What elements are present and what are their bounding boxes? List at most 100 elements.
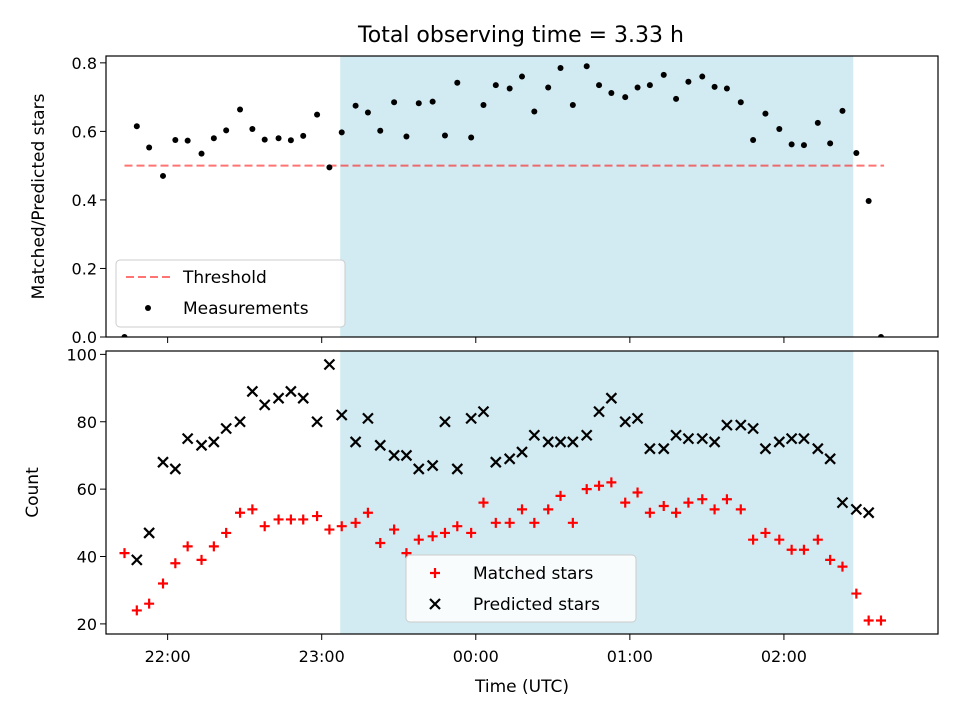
data-point — [121, 334, 128, 337]
series-matched-stars — [119, 477, 886, 626]
data-point — [452, 521, 463, 532]
legend-box — [115, 259, 346, 328]
data-point — [735, 419, 747, 431]
data-point — [606, 477, 617, 488]
data-point — [323, 358, 336, 371]
data-point — [812, 534, 823, 545]
data-point — [644, 442, 656, 455]
data-point — [567, 436, 579, 448]
data-point — [682, 432, 695, 445]
y-axis-label: Count — [23, 467, 43, 518]
data-point — [223, 127, 230, 134]
data-point — [543, 504, 554, 515]
data-point — [748, 534, 759, 545]
data-point — [400, 449, 413, 462]
data-point — [182, 541, 193, 552]
data-point — [338, 129, 345, 136]
data-point — [158, 578, 169, 589]
data-point — [711, 83, 718, 90]
legend-box — [405, 554, 637, 623]
data-point — [146, 144, 153, 151]
data-point — [785, 432, 798, 445]
data-point — [723, 85, 730, 92]
data-point — [234, 415, 246, 428]
data-point — [198, 150, 205, 157]
data-point — [853, 149, 860, 156]
data-point — [324, 524, 335, 535]
x-tick-label: 23:00 — [299, 647, 345, 666]
data-point — [403, 133, 410, 140]
data-point — [349, 436, 362, 448]
data-point — [709, 504, 720, 515]
y-tick-label: 100 — [66, 345, 97, 364]
data-point — [644, 507, 655, 518]
data-point — [184, 137, 191, 144]
data-point — [554, 436, 567, 448]
data-point — [851, 588, 862, 599]
data-point — [246, 385, 259, 398]
data-point — [608, 90, 615, 97]
data-point — [439, 415, 451, 428]
y-tick-label: 20 — [77, 615, 97, 634]
data-point — [657, 442, 670, 455]
data-point — [660, 71, 667, 78]
legend-predicted-swatch — [429, 598, 441, 610]
data-point — [685, 78, 692, 85]
y-tick-label: 0.8 — [72, 54, 97, 73]
data-point — [798, 432, 810, 445]
data-point — [827, 140, 834, 147]
data-point — [247, 504, 258, 515]
data-point — [673, 95, 680, 102]
data-point — [477, 405, 490, 418]
data-point — [143, 527, 155, 539]
axes-frame — [105, 55, 939, 338]
data-point — [208, 541, 219, 552]
data-point — [465, 412, 477, 425]
data-point — [362, 412, 374, 425]
data-point — [862, 506, 875, 519]
data-point — [311, 415, 323, 428]
data-point — [258, 399, 271, 411]
x-tick-label: 02:00 — [761, 647, 807, 666]
data-point — [683, 497, 694, 508]
data-point — [788, 141, 795, 148]
data-point — [569, 102, 576, 109]
data-point — [545, 84, 552, 91]
data-point — [412, 463, 425, 475]
data-point — [531, 108, 538, 115]
legend: Threshold Measurements — [115, 259, 346, 328]
data-point — [160, 172, 167, 179]
data-point — [133, 123, 140, 130]
y-tick-label: 0.4 — [72, 191, 97, 210]
x-tick-label: 22:00 — [145, 647, 191, 666]
data-point — [567, 517, 578, 528]
data-point — [825, 554, 836, 565]
data-point — [413, 534, 424, 545]
legend-matched-swatch — [430, 568, 440, 578]
data-point — [773, 436, 786, 448]
data-point — [737, 99, 744, 106]
data-point — [877, 334, 884, 337]
data-point — [237, 106, 244, 113]
y-tick-label: 0.6 — [72, 122, 97, 141]
y-tick-label: 80 — [77, 413, 97, 432]
data-point — [699, 73, 706, 80]
data-point — [466, 527, 477, 538]
data-point — [259, 521, 270, 532]
legend-measurements-swatch — [145, 305, 151, 311]
data-point — [261, 136, 268, 143]
data-point — [131, 605, 142, 616]
y-tick-label: 60 — [77, 480, 97, 499]
data-point — [221, 527, 232, 538]
data-point — [776, 125, 783, 132]
x-axis — [167, 337, 785, 343]
data-point — [391, 99, 398, 106]
data-point — [580, 429, 593, 442]
y-tick-label: 0.2 — [72, 259, 97, 278]
x-tick-label: 00:00 — [453, 647, 499, 666]
data-point — [352, 102, 359, 109]
data-point — [658, 500, 669, 511]
data-point — [490, 456, 502, 468]
legend-matched-label: Matched stars — [473, 564, 593, 584]
